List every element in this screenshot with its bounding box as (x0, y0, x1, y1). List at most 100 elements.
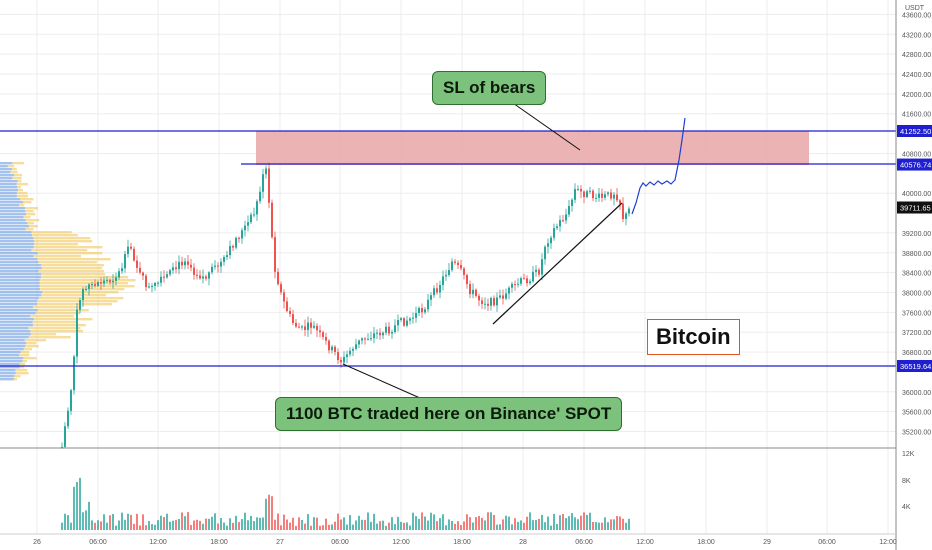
volume-bar (361, 519, 363, 530)
volume-bar (238, 522, 240, 530)
candle-body (61, 446, 63, 448)
candle-body (451, 261, 453, 270)
candle-body (625, 213, 627, 220)
profile-bar-yellow (33, 246, 103, 249)
price-tick-label: 39200.00 (902, 231, 931, 238)
volume-bar (481, 517, 483, 530)
candle-body (535, 269, 537, 272)
btc-traded-callout[interactable]: 1100 BTC traded here on Binance' SPOT (275, 397, 623, 431)
volume-bar (64, 513, 66, 530)
callout-pointer-sl (509, 100, 581, 151)
profile-bar-yellow (32, 306, 81, 309)
volume-bar (127, 513, 129, 530)
volume-bar (235, 515, 237, 530)
volume-bar (523, 522, 525, 530)
candle-body (586, 191, 588, 198)
profile-bar-yellow (39, 282, 128, 285)
profile-bar-yellow (32, 234, 78, 237)
candle-body (121, 268, 123, 272)
volume-bar (103, 514, 105, 530)
volume-bar (148, 521, 150, 530)
current-price-tag[interactable] (897, 201, 932, 214)
volume-bar (550, 525, 552, 530)
candle-body (610, 192, 612, 199)
volume-bar (364, 519, 366, 530)
candle-body (463, 268, 465, 275)
price-tick-label: 43600.00 (902, 12, 931, 19)
candle-body (508, 287, 510, 294)
candle-body (571, 199, 573, 207)
candle-body (286, 301, 288, 312)
volume-bar (154, 524, 156, 530)
level-price-tag[interactable] (897, 360, 932, 372)
candle-body (418, 308, 420, 314)
volume-bar (490, 512, 492, 530)
volume-bar (241, 519, 243, 530)
candle-body (580, 188, 582, 192)
volume-bar (319, 525, 321, 530)
profile-bar-blue (0, 237, 34, 240)
candle-body (442, 276, 444, 286)
volume-bar (181, 512, 183, 530)
candle-body (112, 280, 114, 283)
price-axis[interactable]: 43600.00 43200.00 42800.00 42400.00 42000.00… (897, 12, 932, 437)
candle-body (379, 332, 381, 336)
candle-body (568, 206, 570, 215)
price-tick-label: 36000.00 (902, 390, 931, 397)
candle-body (397, 320, 399, 326)
profile-bar-blue (0, 276, 41, 279)
volume-bar (301, 519, 303, 530)
level-price-tag[interactable] (897, 158, 932, 171)
volume-bar (346, 524, 348, 530)
candle-body (253, 214, 255, 216)
volume-bar (604, 517, 606, 530)
level-price-tag[interactable] (897, 125, 932, 137)
volume-bar (511, 524, 513, 530)
price-tick-label: 42400.00 (902, 72, 931, 79)
profile-bar-blue (0, 180, 18, 183)
volume-bar (115, 525, 117, 530)
candle-body (538, 269, 540, 275)
volume-bar (475, 517, 477, 530)
profile-bar-yellow (33, 318, 93, 321)
profile-bar-blue (0, 345, 26, 348)
time-axis[interactable]: 26 06:00 12:00 18:00 27 06:00 12:00 18:00 28 06:0… (33, 539, 897, 546)
volume-bar (391, 517, 393, 530)
volume-bar (397, 516, 399, 530)
candle-body (505, 293, 507, 299)
candle-body (124, 254, 126, 269)
candle-body (244, 225, 246, 231)
candle-body (325, 336, 327, 341)
trend-line[interactable] (492, 202, 623, 325)
volume-bar (538, 518, 540, 530)
candle-body (136, 260, 138, 268)
candle-body (523, 278, 525, 280)
candle-body (313, 325, 315, 328)
profile-bar-blue (0, 366, 20, 369)
sl-bears-callout[interactable]: SL of bears (432, 71, 547, 105)
volume-bar (121, 512, 123, 530)
profile-bar-blue (0, 363, 20, 366)
volume-tick-label: 4K (902, 504, 911, 511)
volume-bar (382, 520, 384, 530)
profile-bar-yellow (25, 207, 39, 210)
projection-path (631, 117, 686, 215)
volume-bar (373, 513, 375, 530)
candle-body (223, 257, 225, 262)
profile-bar-blue (0, 258, 38, 261)
bitcoin-label[interactable]: Bitcoin (647, 319, 740, 355)
volume-bar (394, 524, 396, 530)
profile-bar-yellow (18, 189, 23, 192)
candle-body (619, 200, 621, 204)
volume-bar (601, 522, 603, 530)
candle-body (562, 220, 564, 222)
candle-body (613, 194, 615, 199)
candle-body (421, 308, 423, 313)
level-price-text: 41252.50 (900, 127, 931, 136)
volume-bar (226, 525, 228, 530)
candle-body (388, 326, 390, 334)
candle-body (493, 298, 495, 306)
level-price-text: 40576.74 (900, 161, 931, 170)
